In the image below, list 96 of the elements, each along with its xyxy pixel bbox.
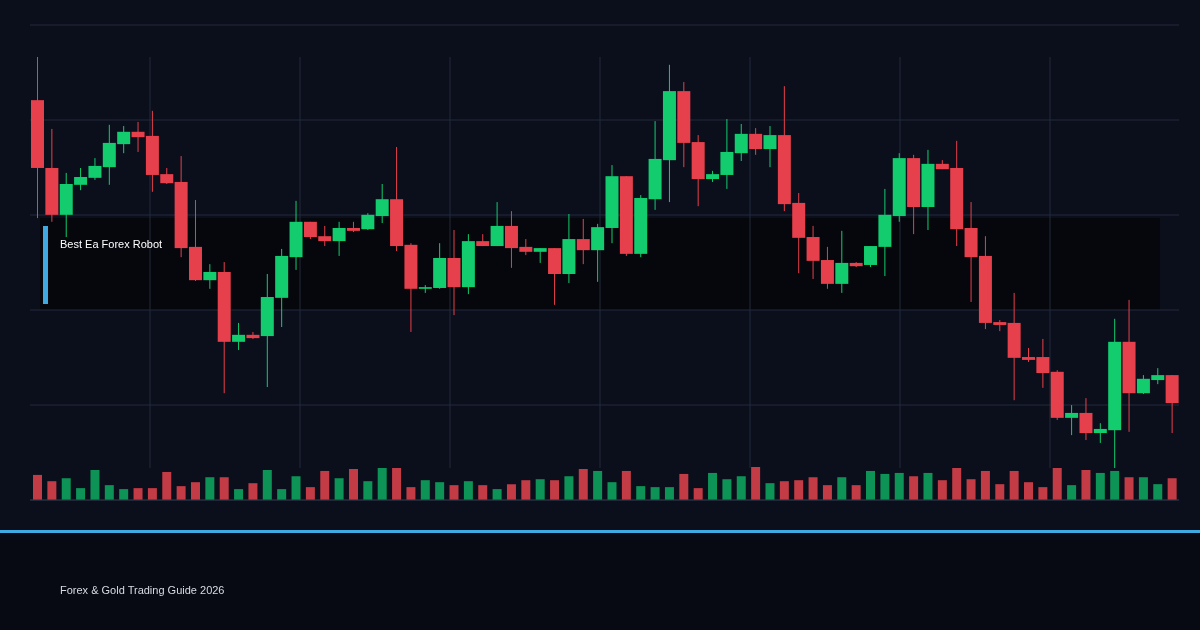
bar <box>435 482 445 500</box>
bar <box>593 470 603 500</box>
bar <box>550 480 560 500</box>
bar <box>722 479 732 500</box>
bar <box>1124 477 1134 500</box>
bar <box>607 482 617 500</box>
bar <box>636 486 646 500</box>
bar <box>162 471 172 500</box>
bar <box>478 485 488 500</box>
bar <box>578 468 588 500</box>
bar <box>1038 487 1048 500</box>
bar <box>1095 472 1105 500</box>
bar <box>262 469 272 500</box>
bar <box>1081 469 1091 500</box>
bar <box>61 478 71 500</box>
bar <box>751 467 761 500</box>
bar <box>808 477 818 500</box>
bar <box>104 485 114 500</box>
bar <box>837 477 847 500</box>
bar <box>147 488 157 500</box>
bar <box>1024 482 1034 500</box>
bar <box>1009 470 1019 500</box>
bar <box>219 477 229 500</box>
bar <box>1110 470 1120 500</box>
bar <box>363 481 373 500</box>
bar <box>779 481 789 500</box>
bar <box>909 476 919 500</box>
bar <box>535 479 545 500</box>
bar <box>190 482 200 500</box>
bar <box>1052 467 1062 500</box>
bar <box>851 485 861 500</box>
candlestick <box>490 201 504 247</box>
bar <box>47 481 57 500</box>
candlestick <box>591 223 605 283</box>
bar <box>119 489 129 500</box>
bar <box>205 477 215 500</box>
bar <box>621 470 631 500</box>
bar <box>952 467 962 500</box>
candlestick <box>246 331 260 340</box>
bar <box>76 488 86 500</box>
bar <box>980 470 990 500</box>
annotation: Best Ea Forex Robot <box>60 238 163 250</box>
bar <box>794 480 804 500</box>
bar <box>664 487 674 500</box>
bar <box>679 473 689 500</box>
bar <box>693 488 703 500</box>
bar <box>564 476 574 500</box>
candlestick <box>576 218 590 265</box>
bar <box>392 467 402 500</box>
bar <box>277 489 287 500</box>
bar <box>305 487 315 500</box>
bar <box>708 472 718 500</box>
bar <box>348 468 358 500</box>
candlestick <box>749 127 763 156</box>
bar <box>521 480 531 500</box>
bar <box>1153 484 1163 500</box>
bar <box>966 479 976 500</box>
bar <box>765 483 775 500</box>
bar <box>248 483 258 500</box>
bar <box>1067 485 1077 500</box>
bar <box>866 470 876 500</box>
bar <box>420 480 430 500</box>
bar <box>937 480 947 500</box>
candlestick <box>1065 404 1079 436</box>
candlestick <box>734 123 748 162</box>
bar <box>320 470 330 500</box>
bar <box>880 473 890 500</box>
bar <box>506 484 516 500</box>
bar <box>1167 478 1177 500</box>
candlestick <box>232 322 246 351</box>
bar <box>995 484 1005 500</box>
bar <box>406 487 416 500</box>
bar <box>334 478 344 500</box>
bar <box>133 488 143 500</box>
text: Forex & Gold Trading Guide 2026 <box>60 584 225 596</box>
candlestick <box>332 221 346 257</box>
bar <box>449 485 459 500</box>
candlestick <box>835 230 849 294</box>
candlestick <box>203 263 217 290</box>
bar <box>176 486 186 500</box>
bar <box>234 489 244 500</box>
bar <box>291 476 301 500</box>
bar <box>822 485 832 500</box>
bar <box>1138 477 1148 500</box>
bar <box>736 476 746 500</box>
bar <box>33 474 42 500</box>
bar <box>492 489 502 500</box>
candlestick <box>763 125 777 168</box>
candlestick <box>375 183 389 224</box>
bar <box>90 469 100 500</box>
bar <box>894 472 904 500</box>
bar <box>463 481 473 500</box>
candlestick <box>1079 397 1093 441</box>
bar <box>923 472 933 500</box>
bar <box>650 487 660 500</box>
bar <box>377 467 387 500</box>
